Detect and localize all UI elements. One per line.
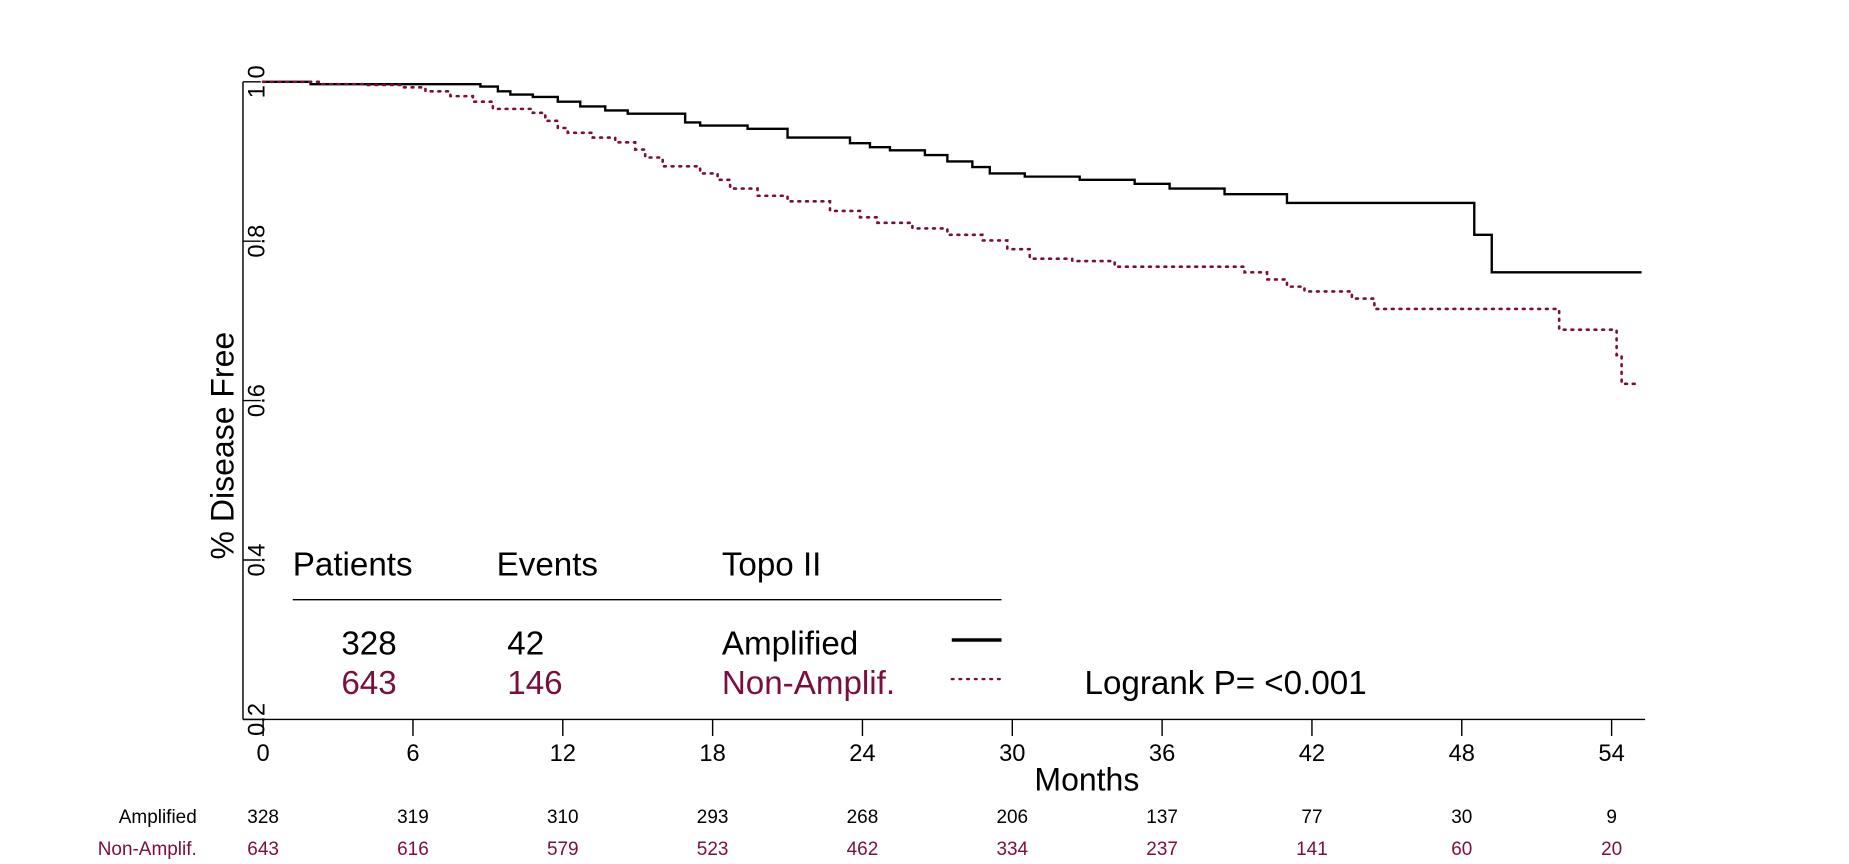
risk-count: 141	[1296, 839, 1328, 860]
risk-count: 60	[1451, 839, 1472, 860]
x-axis-label: Months	[1034, 762, 1139, 798]
x-tick-label: 12	[550, 741, 576, 767]
risk-count: 616	[397, 839, 429, 860]
risk-count: 310	[547, 807, 579, 828]
risk-count: 268	[847, 807, 879, 828]
x-tick-label: 30	[999, 741, 1025, 767]
risk-count: 206	[996, 807, 1028, 828]
x-tick-label: 36	[1149, 741, 1175, 767]
x-tick-label: 0	[257, 741, 270, 767]
survival-curve	[263, 80, 1642, 274]
x-tick-label: 24	[849, 741, 875, 767]
risk-count: 30	[1451, 807, 1472, 828]
risk-count: 462	[847, 839, 879, 860]
risk-count: 9	[1606, 807, 1617, 828]
risk-count: 523	[697, 839, 729, 860]
legend-header: Patients	[293, 546, 413, 583]
risk-row-label: Amplified	[119, 807, 197, 828]
x-tick-label: 48	[1449, 741, 1475, 767]
y-tick-label: 0.4	[245, 544, 271, 577]
y-tick-label: 0.8	[245, 225, 271, 258]
x-tick-label: 18	[699, 741, 725, 767]
risk-count: 579	[547, 839, 579, 860]
risk-count: 319	[397, 807, 429, 828]
annotation: Logrank P= <0.001	[1085, 665, 1367, 702]
risk-count: 328	[247, 807, 279, 828]
legend-label: Amplified	[722, 626, 858, 663]
risk-row-label: Non-Amplif.	[98, 839, 197, 860]
legend-header: Events	[497, 546, 598, 583]
legend-events: 146	[507, 665, 562, 702]
survival-curve	[261, 80, 1638, 386]
risk-count: 20	[1601, 839, 1622, 860]
legend-patients: 328	[341, 626, 396, 663]
x-tick-label: 54	[1598, 741, 1624, 767]
y-axis-label: % Disease Free	[205, 332, 241, 560]
risk-count: 334	[996, 839, 1028, 860]
risk-count: 77	[1301, 807, 1322, 828]
risk-count: 237	[1146, 839, 1178, 860]
risk-count: 643	[247, 839, 279, 860]
legend-events: 42	[507, 626, 544, 663]
risk-count: 137	[1146, 807, 1178, 828]
risk-count: 293	[697, 807, 729, 828]
y-tick-label: 0.2	[245, 703, 271, 736]
legend-patients: 643	[341, 665, 396, 702]
legend-header: Topo II	[722, 546, 822, 583]
x-tick-label: 6	[406, 741, 419, 767]
y-tick-label: 0.6	[245, 384, 271, 417]
x-tick-label: 42	[1299, 741, 1325, 767]
legend-label: Non-Amplif.	[722, 665, 895, 702]
